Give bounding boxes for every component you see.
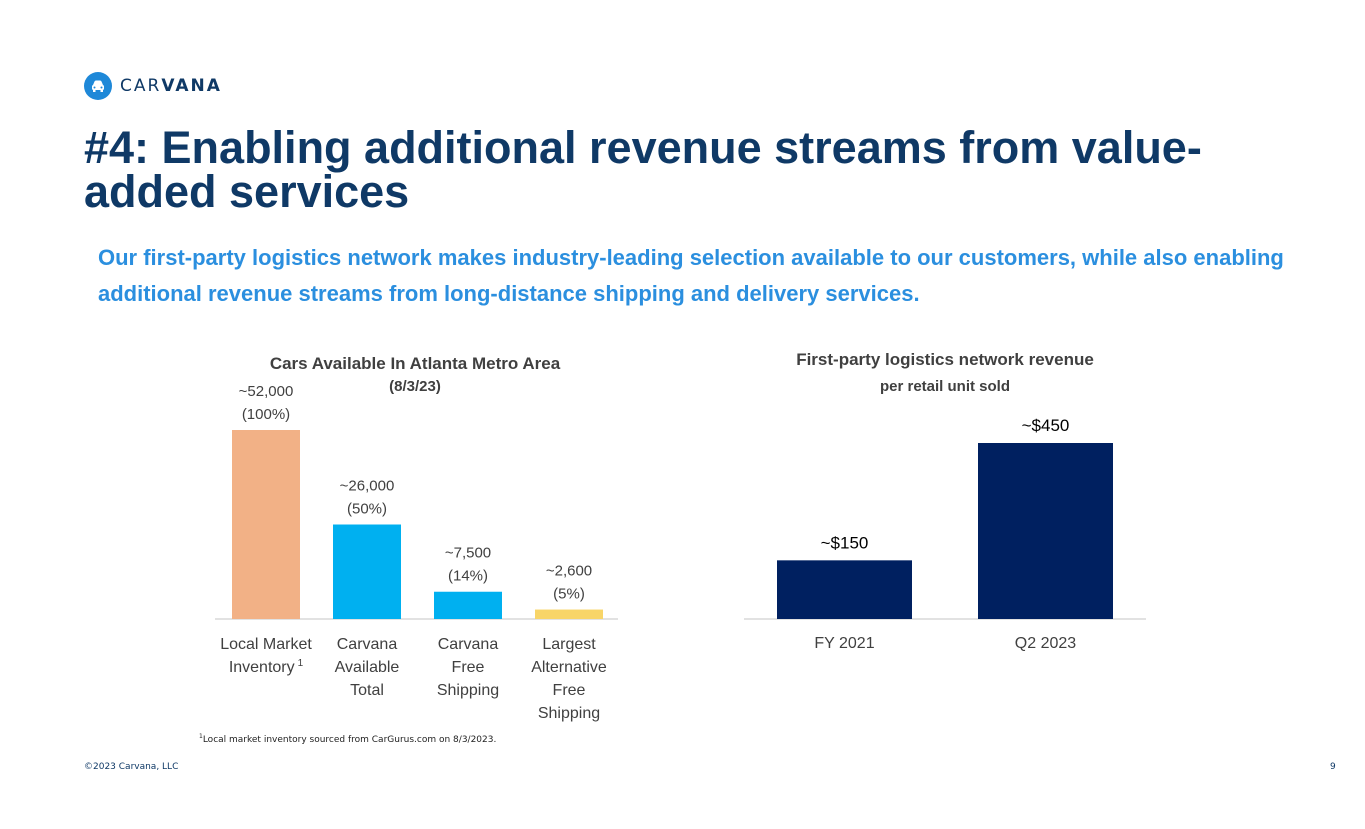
page-number: 9 (1330, 762, 1336, 772)
data-label: ~7,500 (445, 545, 491, 562)
tick-label: Alternative (531, 659, 607, 676)
footnote: 1Local market inventory sourced from Car… (199, 733, 496, 745)
atlanta-inventory-chart: Cars Available In Atlanta Metro Area (8/3… (215, 354, 618, 722)
slide-title: #4: Enabling additional revenue streams … (84, 122, 1202, 217)
footnote-marker: 1 (199, 733, 203, 740)
tick-label: Local Market (220, 636, 312, 653)
car-icon (84, 72, 112, 100)
carvana-logo: CARVANA (84, 72, 222, 100)
chart-subtitle: (8/3/23) (389, 378, 441, 395)
data-label: ~52,000 (239, 383, 294, 400)
bar (232, 430, 300, 619)
logistics-revenue-chart: First-party logistics network revenue per… (744, 350, 1146, 652)
data-label: ~26,000 (340, 478, 395, 495)
data-label: ~$450 (1022, 416, 1070, 435)
chart-subtitle: per retail unit sold (880, 378, 1010, 395)
tick-label: Q2 2023 (1015, 635, 1076, 652)
tick-label: Available (335, 659, 400, 676)
tick-label: Shipping (437, 682, 499, 699)
data-label: ~2,600 (546, 563, 592, 580)
tick-label: Largest (542, 636, 596, 653)
bar (434, 591, 502, 619)
tick-label: Shipping (538, 705, 600, 722)
data-sublabel: (50%) (347, 501, 387, 518)
bar (333, 524, 401, 619)
tick-label: Free (452, 659, 485, 676)
tick-label: Carvana (438, 636, 499, 653)
logo-wordmark: CARVANA (120, 76, 222, 96)
logo-wordmark-light: CAR (120, 76, 162, 96)
footnote-text: Local market inventory sourced from CarG… (202, 735, 497, 745)
tick-label: Carvana (337, 636, 398, 653)
tick-label: FY 2021 (814, 635, 874, 652)
chart-title: Cars Available In Atlanta Metro Area (270, 354, 561, 373)
logo-wordmark-bold: VANA (161, 76, 222, 96)
copyright: ©2023 Carvana, LLC (84, 762, 179, 772)
data-sublabel: (100%) (242, 406, 290, 423)
tick-label-superscript: 1 (298, 658, 304, 669)
data-sublabel: (14%) (448, 568, 488, 585)
bar (535, 609, 603, 619)
bar (777, 560, 912, 619)
bar (978, 443, 1113, 619)
tick-label: Total (350, 682, 384, 699)
data-sublabel: (5%) (553, 586, 585, 603)
slide-subtitle: Our first-party logistics network makes … (98, 245, 1284, 306)
tick-label: Inventory 1 (229, 658, 304, 676)
data-label: ~$150 (821, 533, 869, 552)
tick-label: Free (553, 682, 586, 699)
chart-title: First-party logistics network revenue (796, 350, 1094, 369)
